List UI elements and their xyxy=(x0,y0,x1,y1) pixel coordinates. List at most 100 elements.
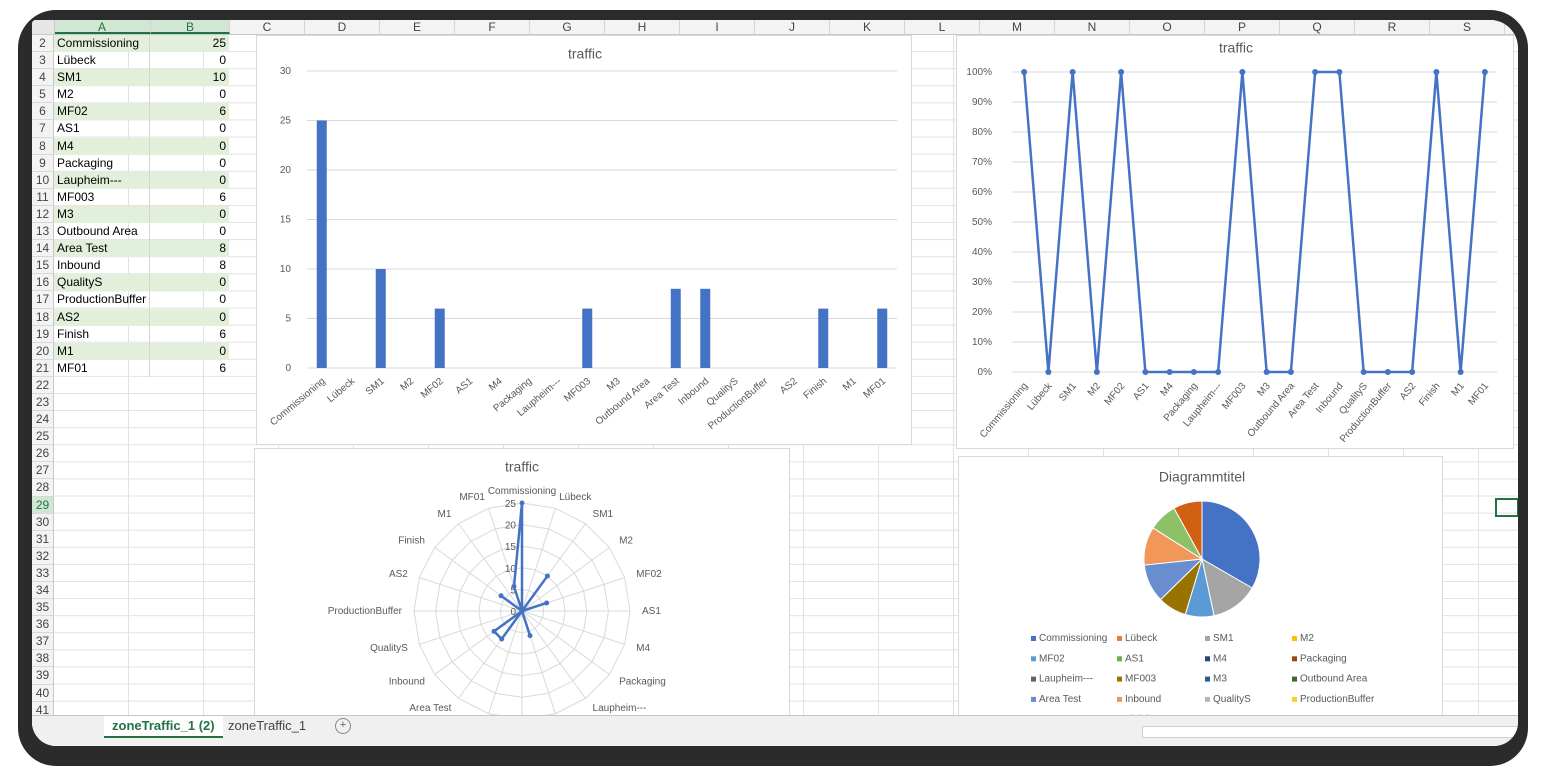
row-header-13[interactable]: 13 xyxy=(32,223,54,241)
row-header-5[interactable]: 5 xyxy=(32,86,54,104)
row-header-16[interactable]: 16 xyxy=(32,274,54,292)
row-header-29[interactable]: 29 xyxy=(32,496,54,514)
cell-value[interactable]: 0 xyxy=(219,224,226,239)
row-header-24[interactable]: 24 xyxy=(32,411,54,429)
column-header-e[interactable]: E xyxy=(380,20,455,34)
column-header-h[interactable]: H xyxy=(605,20,680,34)
cell-label[interactable]: M3 xyxy=(54,205,150,223)
column-header-m[interactable]: M xyxy=(980,20,1055,34)
cell-value[interactable]: 0 xyxy=(150,171,229,189)
cell-value[interactable]: 6 xyxy=(219,326,226,341)
column-header-d[interactable]: D xyxy=(305,20,380,34)
column-header-j[interactable]: J xyxy=(755,20,830,34)
cell-value[interactable]: 8 xyxy=(150,240,229,258)
column-header-c[interactable]: C xyxy=(230,20,305,34)
cell-value[interactable]: 10 xyxy=(150,69,229,87)
row-header-22[interactable]: 22 xyxy=(32,376,54,394)
select-all-corner[interactable] xyxy=(32,20,55,34)
cell-label[interactable]: Inbound xyxy=(54,257,150,275)
row-header-38[interactable]: 38 xyxy=(32,650,54,668)
row-header-17[interactable]: 17 xyxy=(32,291,54,309)
row-header-11[interactable]: 11 xyxy=(32,188,54,206)
cell-value[interactable]: 0 xyxy=(150,137,229,155)
row-header-10[interactable]: 10 xyxy=(32,171,54,189)
pie-chart[interactable]: Diagrammtitel Commissioning Lübeck SM1 M2 MF0… xyxy=(958,456,1443,738)
cell-label[interactable]: Laupheim--- xyxy=(54,171,150,189)
cell-value[interactable]: 6 xyxy=(150,103,229,121)
column-header-p[interactable]: P xyxy=(1205,20,1280,34)
column-header-f[interactable]: F xyxy=(455,20,530,34)
column-header-i[interactable]: I xyxy=(680,20,755,34)
row-header-9[interactable]: 9 xyxy=(32,154,54,172)
column-header-k[interactable]: K xyxy=(830,20,905,34)
column-header-s[interactable]: S xyxy=(1430,20,1505,34)
column-header-o[interactable]: O xyxy=(1130,20,1205,34)
cell-label[interactable]: Outbound Area xyxy=(54,223,150,241)
column-header-b[interactable]: B xyxy=(151,20,230,34)
cell-value[interactable]: 0 xyxy=(219,155,226,170)
row-header-33[interactable]: 33 xyxy=(32,564,54,582)
cell-label[interactable]: AS2 xyxy=(54,308,150,326)
row-header-40[interactable]: 40 xyxy=(32,684,54,702)
row-header-28[interactable]: 28 xyxy=(32,479,54,497)
cell-label[interactable]: Lübeck xyxy=(54,52,150,70)
cell-value[interactable]: 0 xyxy=(219,87,226,102)
row-header-18[interactable]: 18 xyxy=(32,308,54,326)
row-header-19[interactable]: 19 xyxy=(32,325,54,343)
cell-value[interactable]: 0 xyxy=(219,121,226,136)
column-header-g[interactable]: G xyxy=(530,20,605,34)
cell-value[interactable]: 0 xyxy=(150,308,229,326)
cell-value[interactable]: 0 xyxy=(150,342,229,360)
add-sheet-button[interactable]: + xyxy=(335,718,351,734)
cell-value[interactable]: 6 xyxy=(219,360,226,375)
cell-label[interactable]: MF02 xyxy=(54,103,150,121)
row-header-12[interactable]: 12 xyxy=(32,205,54,224)
cell-label[interactable]: MF01 xyxy=(54,359,150,377)
row-header-20[interactable]: 20 xyxy=(32,342,54,360)
row-header-8[interactable]: 8 xyxy=(32,137,54,155)
row-header-23[interactable]: 23 xyxy=(32,393,54,412)
line-chart[interactable]: traffic 0% 10% 20% 30% 40% 50% 60% 70% 80% 90% 100%… xyxy=(956,35,1514,449)
cell-value[interactable]: 25 xyxy=(150,35,229,52)
row-header-3[interactable]: 3 xyxy=(32,52,54,70)
row-header-2[interactable]: 2 xyxy=(32,35,54,53)
cell-label[interactable]: Finish xyxy=(54,325,150,343)
cell-label[interactable]: M4 xyxy=(54,137,150,155)
row-header-27[interactable]: 27 xyxy=(32,462,54,480)
row-header-21[interactable]: 21 xyxy=(32,359,54,377)
row-header-36[interactable]: 36 xyxy=(32,616,54,634)
row-header-35[interactable]: 35 xyxy=(32,599,54,617)
cell-label[interactable]: Area Test xyxy=(54,240,150,258)
column-header-a[interactable]: A xyxy=(54,20,151,34)
active-cell[interactable] xyxy=(1495,498,1518,517)
row-header-41[interactable]: 41 xyxy=(32,701,54,719)
column-header-n[interactable]: N xyxy=(1055,20,1130,34)
column-header-l[interactable]: L xyxy=(905,20,980,34)
row-header-15[interactable]: 15 xyxy=(32,257,54,275)
cell-value[interactable]: 0 xyxy=(219,292,226,307)
cell-label[interactable]: QualityS xyxy=(54,274,150,292)
row-header-39[interactable]: 39 xyxy=(32,667,54,685)
cell-value[interactable]: 0 xyxy=(150,205,229,223)
cell-label[interactable]: M1 xyxy=(54,342,150,360)
cell-value[interactable]: 0 xyxy=(150,274,229,292)
row-header-30[interactable]: 30 xyxy=(32,513,54,531)
tab-zonetraffic-1[interactable]: zoneTraffic_1 xyxy=(228,718,307,733)
radar-chart[interactable]: traffic Commissioning Lübeck SM1 M2 MF02 AS1 M4… xyxy=(254,448,790,742)
cell-label[interactable]: SM1 xyxy=(54,69,150,87)
bar-chart[interactable]: traffic 0 5 10 15 20 25 30 Commissioning Lübeck SM… xyxy=(256,35,912,445)
column-header-r[interactable]: R xyxy=(1355,20,1430,34)
cell-value[interactable]: 0 xyxy=(219,53,226,68)
row-header-4[interactable]: 4 xyxy=(32,69,54,87)
cell-label[interactable]: MF003 xyxy=(54,188,150,206)
row-header-26[interactable]: 26 xyxy=(32,445,54,463)
row-header-31[interactable]: 31 xyxy=(32,530,54,548)
tab-zonetraffic-1-2[interactable]: zoneTraffic_1 (2) xyxy=(104,716,223,738)
cell-label[interactable]: AS1 xyxy=(54,120,150,138)
cell-value[interactable]: 8 xyxy=(219,258,226,273)
row-header-7[interactable]: 7 xyxy=(32,120,54,138)
column-header-q[interactable]: Q xyxy=(1280,20,1355,34)
row-header-32[interactable]: 32 xyxy=(32,547,54,565)
row-header-34[interactable]: 34 xyxy=(32,582,54,600)
cell-label[interactable]: Commissioning xyxy=(54,35,150,52)
